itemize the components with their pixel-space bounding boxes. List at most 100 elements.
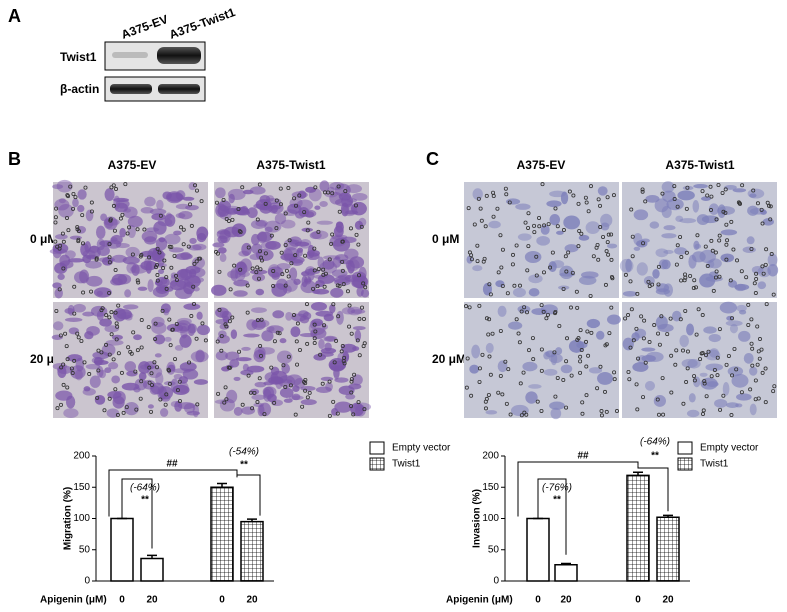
pore <box>723 210 728 215</box>
cell <box>112 396 125 409</box>
bar <box>626 474 650 582</box>
pore <box>139 253 144 258</box>
pore <box>524 310 529 315</box>
pore <box>107 242 112 247</box>
pore <box>175 388 180 393</box>
cell <box>86 275 103 287</box>
pore <box>760 221 765 226</box>
pore <box>149 409 154 414</box>
pore <box>263 251 268 256</box>
cell <box>160 303 171 314</box>
pore <box>487 282 492 287</box>
pore <box>574 289 579 294</box>
cell <box>255 199 272 211</box>
pore <box>332 360 337 365</box>
pore <box>751 188 756 193</box>
pore <box>604 249 609 254</box>
cell <box>94 394 106 405</box>
pore <box>58 402 63 407</box>
pore <box>61 266 66 271</box>
legend-label: Twist1 <box>700 459 729 470</box>
cell <box>549 214 561 226</box>
pore <box>575 337 580 342</box>
pore <box>481 259 486 264</box>
pore <box>323 271 328 276</box>
pore <box>660 376 665 381</box>
pore <box>227 319 232 324</box>
legend-label: Twist1 <box>392 459 421 470</box>
cell <box>230 329 238 340</box>
pore <box>258 267 263 272</box>
pore <box>508 412 513 417</box>
pore <box>768 204 773 209</box>
cell <box>217 230 231 235</box>
pore <box>116 351 121 356</box>
pore <box>237 229 242 234</box>
legend-swatch <box>677 457 693 471</box>
pore <box>680 348 685 353</box>
cell <box>256 231 273 242</box>
cell <box>720 229 738 236</box>
cell <box>144 196 156 207</box>
cell <box>682 185 694 191</box>
pore <box>219 334 224 339</box>
pore <box>561 286 566 291</box>
pore <box>337 209 342 214</box>
pore <box>586 209 591 214</box>
cell <box>151 213 166 221</box>
cell <box>757 281 767 290</box>
pore <box>302 210 307 215</box>
cell <box>137 286 148 291</box>
pore <box>771 292 776 297</box>
pore <box>258 353 263 358</box>
pore <box>753 378 758 383</box>
cell <box>250 269 268 275</box>
pore <box>272 339 277 344</box>
pore <box>685 185 690 190</box>
pore <box>82 360 87 365</box>
cell <box>270 366 280 376</box>
pore <box>246 245 251 250</box>
pore <box>466 206 471 211</box>
cell <box>196 311 203 320</box>
pore <box>223 385 228 390</box>
cell <box>77 189 87 200</box>
pore <box>752 281 757 286</box>
pore <box>189 314 194 319</box>
cell <box>82 388 96 396</box>
row-label: β-actin <box>60 82 99 96</box>
cell <box>175 190 186 201</box>
pore <box>479 218 484 223</box>
pore <box>168 343 173 348</box>
pore <box>496 270 501 275</box>
pore <box>87 372 92 377</box>
error-bar <box>633 471 643 476</box>
pore <box>287 238 292 243</box>
pore <box>194 259 199 264</box>
cell <box>653 395 666 407</box>
pore <box>322 323 327 328</box>
pore <box>217 307 222 312</box>
pore <box>363 285 368 290</box>
pore <box>679 278 684 283</box>
cell <box>719 301 737 314</box>
pore <box>153 321 158 326</box>
pore <box>104 313 109 318</box>
pore <box>80 241 85 246</box>
pore <box>724 257 729 262</box>
pore <box>173 357 178 362</box>
pore <box>596 197 601 202</box>
cell <box>580 271 599 279</box>
pore <box>756 396 761 401</box>
cell <box>560 364 573 374</box>
cell <box>122 256 140 265</box>
pore <box>713 275 718 280</box>
pore <box>354 232 359 237</box>
pore <box>115 413 120 418</box>
cell <box>495 280 505 288</box>
pore <box>107 315 112 320</box>
pore <box>584 200 589 205</box>
cell <box>301 227 314 232</box>
pore <box>555 224 560 229</box>
cell <box>586 318 601 329</box>
